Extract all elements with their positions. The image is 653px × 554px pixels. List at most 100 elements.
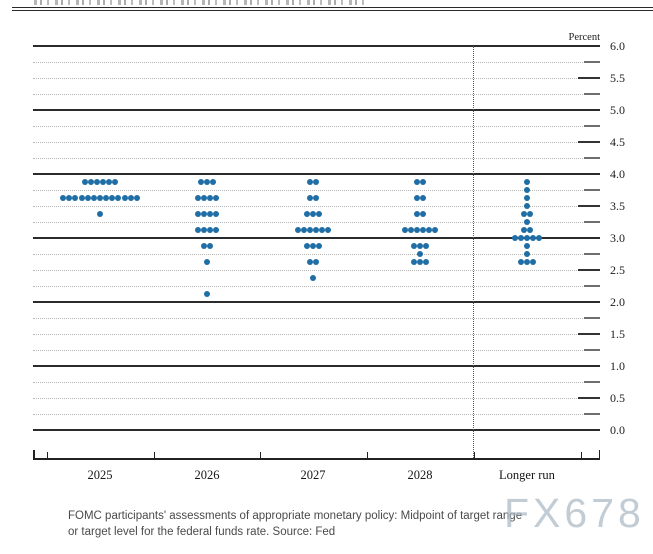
gridline-3.0: [33, 236, 600, 240]
gridline-6.0: [33, 45, 600, 47]
dot: [115, 195, 122, 201]
y-minor-tick: [578, 333, 600, 335]
dot: [524, 259, 530, 265]
dot: [306, 195, 313, 201]
dot: [204, 259, 210, 265]
dot: [306, 227, 313, 233]
y-tick-label-5.5: 5.5: [610, 71, 625, 85]
dot: [109, 195, 116, 201]
y-minor-tick: [578, 397, 600, 399]
minor-gridline-3.5: [33, 206, 583, 207]
dot: [200, 211, 207, 217]
y-minor-tick: [584, 189, 600, 191]
dot: [97, 211, 103, 217]
dot: [112, 179, 119, 185]
caption-line-2: or target level for the federal funds ra…: [68, 526, 336, 538]
minor-gridline-0.25: [33, 414, 583, 415]
dot: [78, 195, 85, 201]
gridline-1.0: [33, 365, 600, 367]
dot: [81, 179, 88, 185]
dot: [524, 195, 530, 201]
dot: [207, 211, 214, 217]
dot: [313, 227, 320, 233]
dot: [60, 195, 67, 201]
gridline-2.0: [33, 301, 600, 303]
clipped-text-remnant: [34, 0, 364, 5]
dot: [432, 227, 439, 233]
dot: [316, 243, 323, 249]
dot: [413, 211, 420, 217]
y-minor-tick: [584, 253, 600, 255]
y-minor-tick: [584, 285, 600, 287]
dot: [72, 195, 79, 201]
minor-gridline-4.25: [33, 158, 583, 159]
y-minor-tick: [578, 205, 600, 207]
minor-gridline-1.5: [33, 334, 583, 335]
dot: [530, 259, 537, 265]
dot: [310, 211, 316, 217]
dot: [133, 195, 140, 201]
y-minor-tick: [584, 93, 600, 95]
dot: [524, 179, 530, 185]
dot: [207, 195, 214, 201]
dot: [194, 195, 201, 201]
minor-gridline-5.5: [33, 78, 583, 79]
dot: [417, 243, 423, 249]
dot: [207, 227, 214, 233]
y-tick-label-3.5: 3.5: [610, 199, 625, 213]
y-tick-label-6.0: 6.0: [610, 39, 625, 53]
dot: [207, 243, 214, 249]
dot: [303, 243, 310, 249]
dot: [530, 235, 537, 241]
caption-line-1: FOMC participants' assessments of approp…: [68, 510, 523, 522]
dot: [197, 179, 204, 185]
dot: [517, 235, 524, 241]
dot: [420, 227, 427, 233]
dot: [420, 211, 427, 217]
dot: [536, 235, 543, 241]
dot: [310, 243, 316, 249]
dot: [200, 243, 207, 249]
dot: [407, 227, 414, 233]
minor-gridline-4.5: [33, 142, 583, 143]
dot: [194, 211, 201, 217]
longer-run-separator-line: [473, 46, 474, 458]
dot: [410, 243, 417, 249]
dot: [524, 235, 530, 241]
x-axis-tick: [260, 452, 262, 458]
minor-gridline-0.75: [33, 382, 583, 383]
dot: [417, 251, 423, 257]
minor-gridline-5.75: [33, 62, 583, 63]
y-minor-tick: [584, 221, 600, 223]
dot: [303, 211, 310, 217]
dot: [127, 195, 134, 201]
y-minor-tick: [584, 125, 600, 127]
dot: [213, 211, 220, 217]
dot: [524, 187, 530, 193]
dot: [204, 179, 210, 185]
dot: [423, 259, 430, 265]
x-category-label-2025: 2025: [87, 468, 113, 482]
dot: [517, 259, 524, 265]
y-tick-label-2.0: 2.0: [610, 295, 625, 309]
y-minor-tick: [578, 141, 600, 143]
x-axis-line: [33, 458, 600, 460]
dot: [524, 251, 530, 257]
x-axis-right-end: [598, 450, 600, 458]
dot: [213, 227, 220, 233]
minor-gridline-5.25: [33, 94, 583, 95]
y-minor-tick: [584, 413, 600, 415]
dot: [423, 243, 430, 249]
dot: [316, 211, 323, 217]
dot: [426, 227, 433, 233]
dot: [213, 195, 220, 201]
dot: [87, 179, 94, 185]
top-double-rule: [12, 7, 653, 11]
y-tick-label-1.5: 1.5: [610, 327, 625, 341]
dot: [210, 179, 217, 185]
minor-gridline-2.75: [33, 254, 583, 255]
dot: [97, 195, 103, 201]
dot: [413, 195, 420, 201]
dot: [200, 195, 207, 201]
dot: [300, 227, 307, 233]
